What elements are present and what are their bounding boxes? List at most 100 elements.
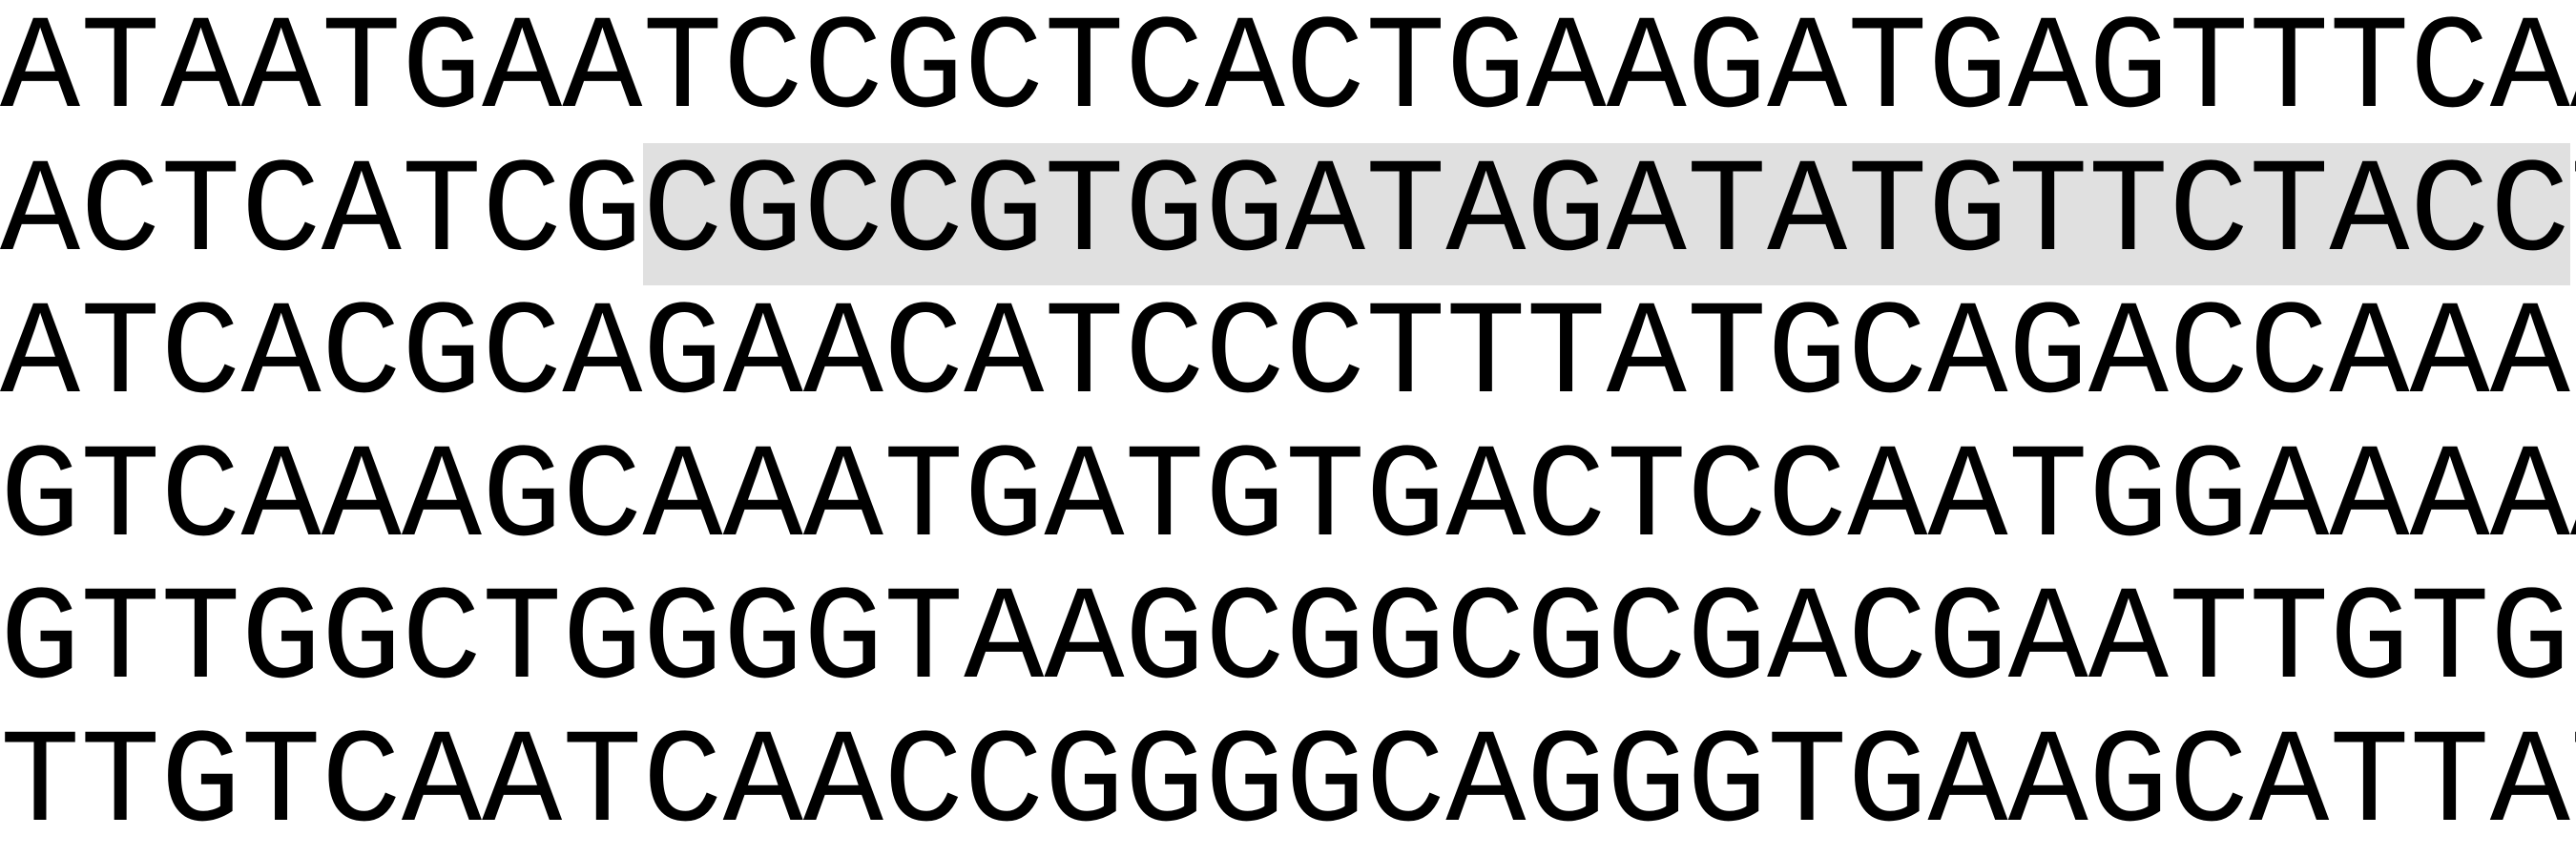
nucleotide-char: T [2169,571,2249,714]
nucleotide-char: C [322,714,402,857]
nucleotide-char: A [2008,0,2088,143]
nucleotide-char: G [2570,285,2576,428]
nucleotide-char: T [80,0,160,143]
nucleotide-char: A [1767,571,1847,714]
nucleotide-char: T [2008,428,2088,572]
nucleotide-char: A [2249,714,2329,857]
nucleotide-char: T [2169,0,2249,143]
nucleotide-char: G [1445,0,1526,143]
nucleotide-char: A [803,285,883,428]
nucleotide-char: G [1125,143,1205,286]
nucleotide-char: T [1527,285,1607,428]
nucleotide-char: G [1125,714,1205,857]
nucleotide-char: G [1285,714,1365,857]
nucleotide-char: A [2490,0,2570,143]
nucleotide-char: A [1044,428,1124,572]
sequence-line: GTCAAAGCAAATGATGTGACTCCAATGGAAAAACT [0,428,2576,572]
nucleotide-char: G [2008,285,2088,428]
nucleotide-char: A [160,0,240,143]
nucleotide-char: A [803,714,883,857]
nucleotide-char: C [562,428,642,572]
nucleotide-char: A [482,0,562,143]
nucleotide-char: G [402,285,482,428]
nucleotide-char: G [964,428,1044,572]
nucleotide-char: T [2329,714,2409,857]
dna-sequence-block: ATAATGAATCCGCTCACTGAAGATGAGTTTCAACAACTCA… [0,0,2576,857]
nucleotide-char: T [2410,714,2490,857]
nucleotide-char: A [241,285,322,428]
nucleotide-char: T [1044,143,1124,286]
nucleotide-char: G [562,571,642,714]
nucleotide-char: T [482,571,562,714]
nucleotide-char: A [2088,571,2169,714]
nucleotide-char: A [0,143,80,286]
nucleotide-char: C [1285,285,1365,428]
nucleotide-char: T [2570,143,2576,286]
nucleotide-char: A [562,285,642,428]
nucleotide-char: G [2088,428,2169,572]
nucleotide-char: A [2490,714,2570,857]
nucleotide-char: A [1445,714,1526,857]
nucleotide-char: G [723,143,803,286]
nucleotide-char: A [1607,0,1687,143]
nucleotide-char: T [643,0,723,143]
nucleotide-char: T [1044,0,1124,143]
nucleotide-char: G [1687,571,1767,714]
nucleotide-char: A [322,143,402,286]
nucleotide-char: T [1044,285,1124,428]
nucleotide-char: T [160,571,240,714]
nucleotide-char: G [643,285,723,428]
nucleotide-char: A [2329,285,2409,428]
nucleotide-char: C [964,714,1044,857]
nucleotide-char: G [1527,571,1607,714]
nucleotide-char: A [2008,571,2088,714]
nucleotide-char: C [1847,571,1927,714]
nucleotide-char: T [1847,143,1927,286]
nucleotide-char: C [964,0,1044,143]
nucleotide-char: T [1365,143,1445,286]
nucleotide-char: G [1928,571,2008,714]
nucleotide-char: A [1285,143,1365,286]
nucleotide-char: A [2249,428,2329,572]
nucleotide-char: C [2249,285,2329,428]
nucleotide-char: A [1928,285,2008,428]
nucleotide-char: A [2410,285,2490,428]
nucleotide-char: T [1365,0,1445,143]
nucleotide-char: G [2088,0,2169,143]
nucleotide-char: A [1928,428,2008,572]
nucleotide-char: T [2249,571,2329,714]
nucleotide-char: A [723,285,803,428]
nucleotide-char: C [2169,143,2249,286]
nucleotide-char: C [1607,571,1687,714]
nucleotide-char: C [2410,143,2490,286]
nucleotide-char: T [2088,143,2169,286]
nucleotide-char: A [1767,0,1847,143]
nucleotide-char: G [0,428,80,572]
nucleotide-char: T [1687,285,1767,428]
nucleotide-char: C [1527,428,1607,572]
nucleotide-char: A [1607,143,1687,286]
nucleotide-char: A [723,714,803,857]
nucleotide-char: A [1445,428,1526,572]
nucleotide-char: A [482,714,562,857]
nucleotide-char: G [2329,571,2409,714]
nucleotide-char: G [1527,143,1607,286]
nucleotide-char: T [402,143,482,286]
nucleotide-char: G [1365,428,1445,572]
nucleotide-char: A [1205,0,1285,143]
nucleotide-char: G [1285,571,1365,714]
nucleotide-char: G [1607,714,1687,857]
nucleotide-char: A [803,428,883,572]
nucleotide-char: G [241,571,322,714]
nucleotide-char: G [402,0,482,143]
nucleotide-char: T [562,714,642,857]
nucleotide-char: C [883,143,964,286]
nucleotide-char: T [80,714,160,857]
nucleotide-char: C [160,285,240,428]
nucleotide-char: C [1125,285,1205,428]
nucleotide-char: A [2490,428,2570,572]
nucleotide-char: A [2570,428,2576,572]
nucleotide-char: T [2249,0,2329,143]
nucleotide-char: G [1205,143,1285,286]
nucleotide-char: G [1365,571,1445,714]
